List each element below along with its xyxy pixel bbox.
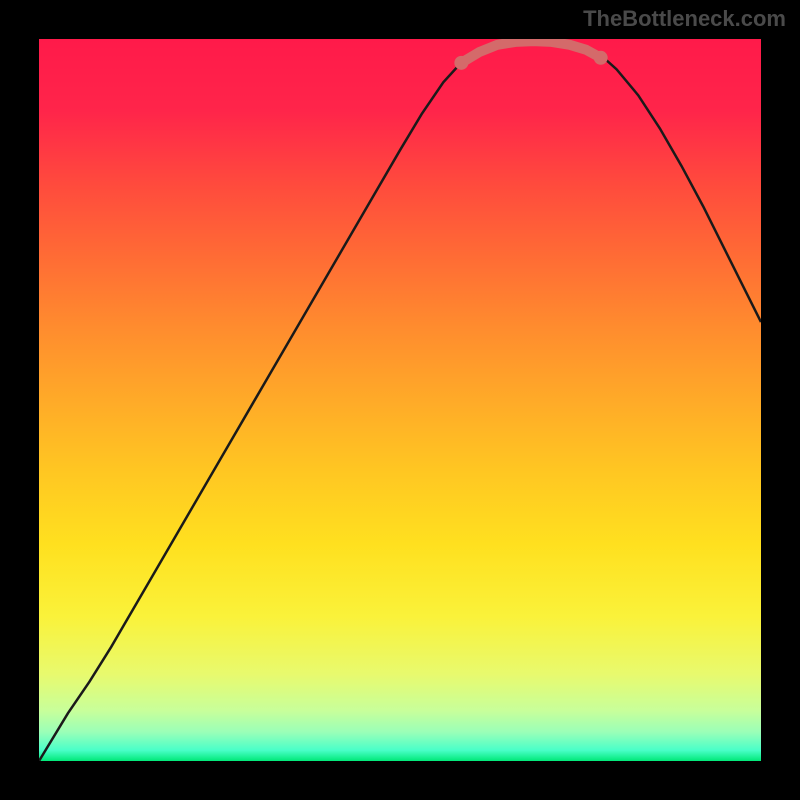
highlight-start-marker [454, 56, 468, 70]
chart-plot-area [39, 39, 761, 761]
chart-background [39, 39, 761, 761]
chart-svg [39, 39, 761, 761]
highlight-end-marker [594, 51, 608, 65]
watermark-text: TheBottleneck.com [583, 6, 786, 32]
